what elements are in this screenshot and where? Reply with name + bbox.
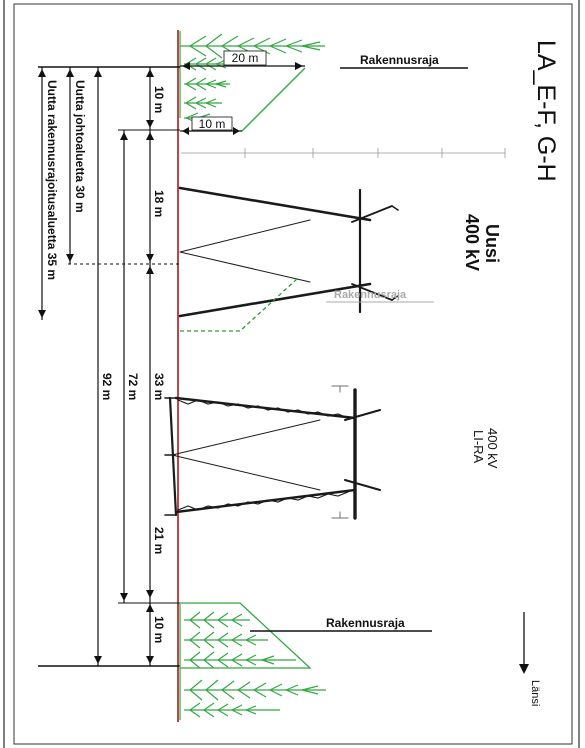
new-line-tower (178, 186, 399, 318)
dim-new-line-half-label: 18 m (152, 190, 166, 217)
building-limit-line-top (241, 67, 306, 132)
upper-axis (181, 148, 506, 158)
new-line-dashed-boundary (180, 277, 299, 332)
dim-johtoalue-arrow (66, 69, 74, 77)
dim-top-offset-small-label: 10 m (199, 117, 226, 131)
dim-top-tree-width-label-bg (223, 50, 267, 66)
dim-72-arrow (120, 132, 128, 140)
building-limit-label-bottom: Rakennusraja (326, 616, 405, 630)
new-line-label-2: 400 kV (462, 214, 482, 271)
dim-top-offset-label: 10 m (152, 86, 166, 113)
dim-total-72-label: 72 m (126, 373, 140, 400)
dim-existing-right-label: 21 m (152, 527, 166, 554)
trees-bottom-outline (180, 602, 312, 669)
direction-arrow-head (519, 664, 529, 674)
dim-92-arrow (94, 69, 102, 77)
existing-line-label-2: LI-RA (471, 430, 486, 464)
direction-label: Länsi (529, 680, 541, 706)
dim-top-tree-width-arrow (182, 62, 190, 70)
existing-line-tower (164, 385, 381, 520)
dim-72-arrow (120, 593, 128, 601)
new-line-label-1: Uusi (482, 224, 502, 263)
dim-top-tree-width-label: 20 m (232, 51, 259, 65)
existing-line-label-1: 400 kV (485, 428, 500, 469)
trees-bottom (179, 602, 326, 720)
dim-rakennusrajoitus-arrow (38, 310, 46, 318)
dim-arrows-main (146, 69, 154, 664)
dim-top-offset-small-arrow (233, 127, 240, 135)
dim-rakennusrajoitus-arrow (38, 69, 46, 77)
rakennusrajoitus-label: Uutta rakennusrajoitusaluetta 35 m (45, 80, 59, 280)
dim-top-offset-small-label-bg (191, 116, 233, 131)
dim-johtoalue-arrow (66, 254, 74, 262)
building-limit-label-top: Rakennusraja (360, 53, 439, 67)
dim-top-offset-small: 10 m (180, 116, 242, 135)
dim-bottom-offset-label: 10 m (152, 616, 166, 643)
dim-top-tree-width-arrow (295, 62, 303, 70)
johtoalue-label: Uutta johtoaluetta 30 m (73, 80, 87, 213)
dim-total-92-label: 92 m (100, 373, 114, 400)
dim-center-span-label: 33 m (152, 373, 166, 400)
dim-92-arrow (94, 656, 102, 664)
direction-indicator: Länsi (519, 612, 541, 706)
page-frame (13, 3, 573, 745)
dim-top-offset-small-arrow (182, 127, 189, 135)
diagram-title: LA_E-F, G-H (532, 40, 560, 182)
building-limit-label-mid: Rakennusraja (334, 289, 407, 301)
dim-top-tree-width: 20 m (180, 50, 305, 70)
